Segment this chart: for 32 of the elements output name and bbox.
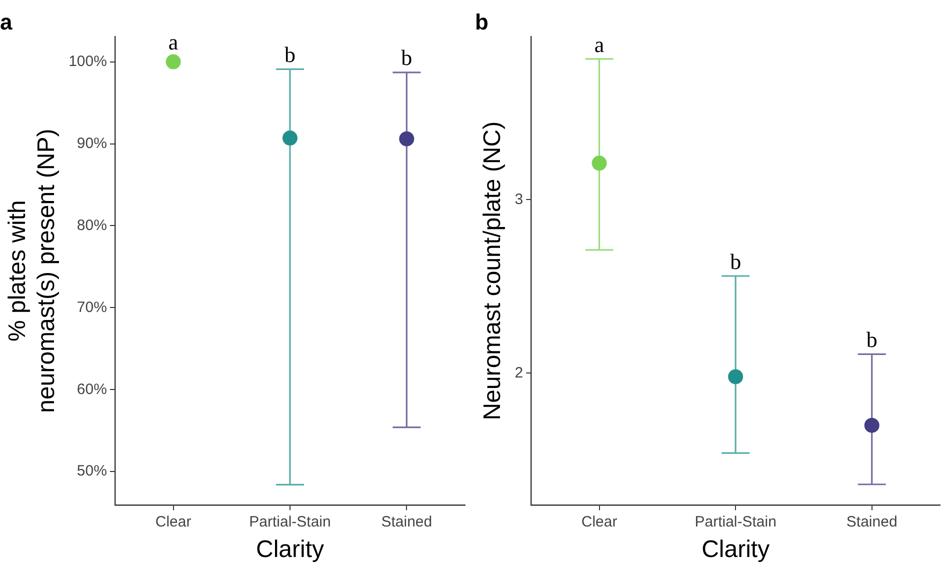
point [399,131,414,146]
annotation: b [866,326,878,352]
x-axis-title: Clarity [702,536,770,564]
x-tick-label: Stained [381,513,432,530]
annotation: b [401,45,412,70]
point [728,369,744,384]
point [282,130,298,146]
y-axis-title: % plates with neuromast(s) present (NP) [4,128,60,413]
point [592,156,607,171]
y-axis-title: Neuromast count/plate (NC) [479,121,506,420]
chart-title: b [475,9,488,34]
annotation: a [168,30,178,55]
y-tick-label: 3 [514,190,524,208]
point [166,54,181,70]
annotation: a [594,32,604,57]
y-tick-label: 2 [514,364,524,382]
x-tick-label: Partial-Stain [249,513,331,530]
point [864,418,880,433]
x-tick-label: Stained [846,513,898,530]
annotation: b [284,42,296,67]
chart-title: a [0,9,13,34]
x-tick-label: Partial-Stain [694,513,776,530]
y-tick-label: 50% [76,462,107,480]
y-tick-label: 80% [76,216,107,234]
x-tick-label: Clear [155,513,192,530]
y-tick-label: 70% [76,298,107,316]
y-tick-label: 100% [68,52,107,70]
y-tick-label: 60% [76,380,107,398]
annotation: b [730,248,742,274]
x-tick-label: Clear [581,513,618,530]
y-tick-label: 90% [76,134,107,152]
x-axis-title: Clarity [256,536,324,564]
